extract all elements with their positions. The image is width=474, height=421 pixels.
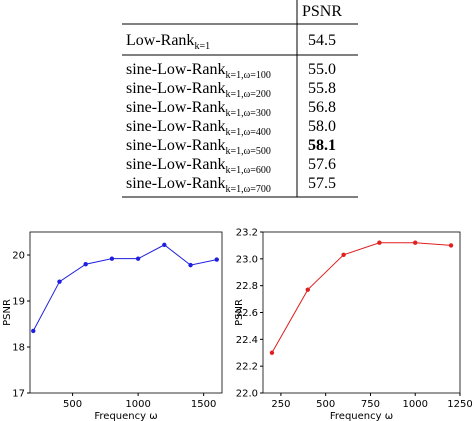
y-tick-label: 23.0: [236, 254, 258, 265]
plot-frame: [29, 231, 223, 394]
x-tick-label: 1000: [403, 399, 428, 410]
row-value: 55.8: [308, 80, 336, 97]
x-tick-label: 250: [271, 399, 290, 410]
row-subscript: k=1,ω=100: [226, 70, 271, 81]
row-value: 57.5: [308, 175, 336, 192]
row-name: sine-Low-Rank: [126, 156, 226, 173]
point: [31, 328, 36, 334]
series-line: [271, 242, 452, 353]
row-label: sine-Low-Rankk=1,ω=200: [126, 80, 271, 100]
y-tick-label: 22.4: [236, 335, 258, 346]
row-name: Low-Rank: [126, 32, 194, 49]
row-label: sine-Low-Rankk=1,ω=100: [126, 61, 271, 81]
row-name: sine-Low-Rank: [126, 118, 226, 135]
point: [448, 243, 454, 248]
row-value: 55.0: [308, 61, 336, 78]
x-tick-label: 1500: [191, 399, 216, 410]
row-name: sine-Low-Rank: [126, 61, 226, 78]
row-label: sine-Low-Rankk=1,ω=500: [126, 137, 271, 157]
row-subscript: k=1,ω=700: [226, 184, 271, 195]
row-value: 54.5: [308, 32, 336, 49]
row-subscript: k=1,ω=200: [226, 89, 271, 100]
point: [109, 256, 115, 261]
row-value: 56.8: [308, 99, 336, 116]
point: [162, 242, 167, 248]
y-tick-label: 22.2: [236, 362, 258, 373]
x-tick-label: 500: [63, 399, 82, 410]
y-tick-label: 22.8: [236, 281, 258, 292]
row-value: 58.0: [308, 118, 336, 135]
y-tick-label: 18: [12, 343, 25, 354]
row-subscript: k=1,ω=400: [226, 127, 271, 138]
point: [57, 279, 62, 284]
point: [188, 262, 193, 268]
row-label: sine-Low-Rankk=1,ω=600: [126, 156, 271, 176]
y-tick-label: 19: [12, 297, 25, 308]
point: [269, 350, 275, 355]
x-axis-label: Frequency ω: [330, 411, 393, 421]
y-tick-label: 22.0: [236, 389, 258, 400]
y-axis-label: PSNR: [2, 299, 13, 326]
point: [413, 240, 418, 245]
table-header: PSNR: [302, 3, 342, 20]
point: [377, 240, 382, 245]
row-label: sine-Low-Rankk=1,ω=700: [126, 175, 271, 195]
row-name: sine-Low-Rank: [126, 175, 226, 192]
x-axis-label: Frequency ω: [94, 411, 157, 421]
row-label: sine-Low-Rankk=1,ω=400: [126, 118, 271, 138]
point: [135, 256, 141, 261]
row-label: Low-Rankk=1: [126, 32, 210, 52]
y-tick-label: 23.2: [236, 228, 258, 239]
x-tick-label: 750: [361, 399, 380, 410]
plot-frame: [262, 231, 461, 394]
row-label: sine-Low-Rankk=1,ω=300: [126, 99, 271, 119]
x-tick-label: 500: [316, 399, 335, 410]
x-tick-label: 1250: [447, 399, 472, 410]
row-name: sine-Low-Rank: [126, 137, 226, 154]
row-name: sine-Low-Rank: [126, 80, 226, 97]
point: [305, 287, 310, 292]
row-name: sine-Low-Rank: [126, 99, 226, 116]
y-tick-label: 20: [12, 251, 25, 262]
y-tick-label: 17: [12, 389, 25, 400]
point: [214, 257, 219, 262]
point: [341, 252, 346, 258]
row-value: 58.1: [308, 137, 336, 154]
row-value: 57.6: [308, 156, 336, 173]
series-line: [32, 244, 217, 332]
x-tick-label: 1000: [125, 399, 150, 410]
row-subscript: k=1,ω=600: [226, 165, 271, 176]
y-axis-label: PSNR: [234, 299, 245, 326]
point: [83, 262, 88, 267]
row-subscript: k=1: [194, 41, 210, 52]
row-subscript: k=1,ω=500: [226, 146, 271, 157]
row-subscript: k=1,ω=300: [226, 108, 271, 119]
y-tick-label: 22.6: [236, 308, 258, 319]
